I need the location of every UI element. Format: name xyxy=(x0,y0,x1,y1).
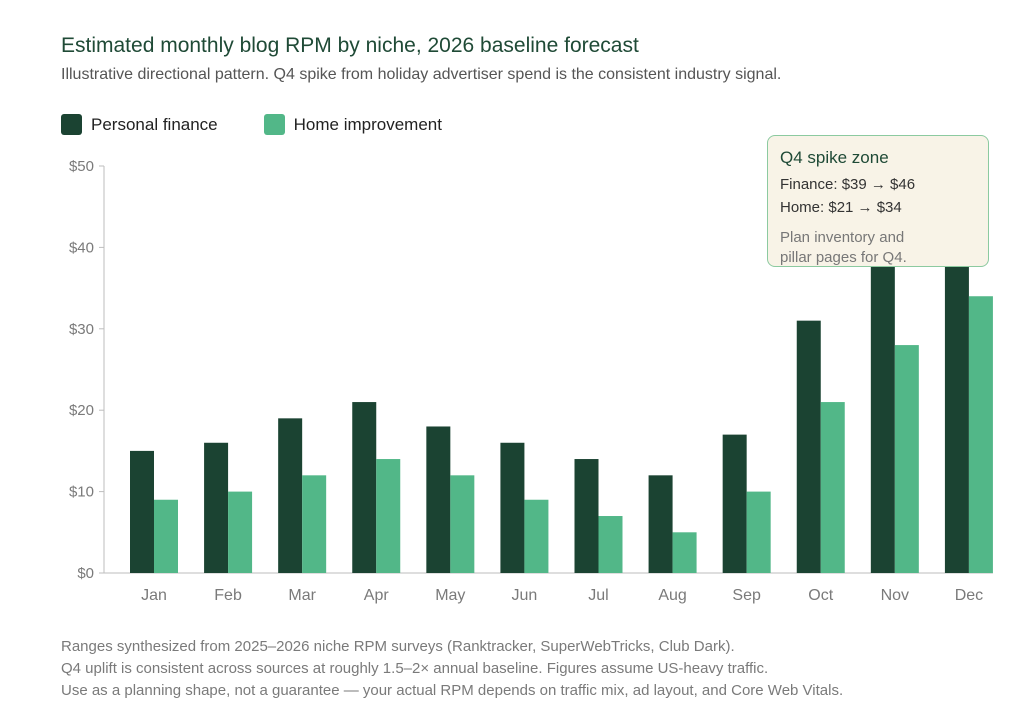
q4-callout: Q4 spike zone Finance: $39 → $46 Home: $… xyxy=(767,135,989,267)
footnote-line-3: Use as a planning shape, not a guarantee… xyxy=(61,682,844,699)
bar-home-may xyxy=(450,475,475,573)
bar-finance-nov xyxy=(870,255,895,574)
bar-home-sep xyxy=(746,491,771,573)
x-tick-label: May xyxy=(435,587,465,604)
y-tick-label: $0 xyxy=(77,565,94,582)
legend-label-home: Home improvement xyxy=(293,114,442,134)
x-tick-label: Mar xyxy=(288,587,316,604)
bar-home-aug xyxy=(672,532,697,573)
chart-subtitle: Illustrative directional pattern. Q4 spi… xyxy=(61,66,782,83)
x-tick-label: Aug xyxy=(658,587,686,604)
bar-home-oct xyxy=(820,402,845,573)
bar-finance-feb xyxy=(204,442,229,573)
bar-finance-may xyxy=(426,426,451,573)
x-tick-label: Dec xyxy=(955,587,983,604)
x-tick-label: Jun xyxy=(512,587,538,604)
x-tick-label: Nov xyxy=(881,587,909,604)
bar-home-nov xyxy=(894,345,919,573)
callout-home-line: Home: $21 → $34 xyxy=(780,199,902,216)
y-tick-label: $30 xyxy=(69,321,94,338)
x-tick-label: Oct xyxy=(808,587,833,604)
bar-finance-aug xyxy=(648,475,673,573)
legend-label-finance: Personal finance xyxy=(91,114,218,134)
x-tick-label: Feb xyxy=(214,587,242,604)
callout-finance-line: Finance: $39 → $46 xyxy=(780,176,916,193)
callout-title: Q4 spike zone xyxy=(780,148,889,167)
x-tick-label: Apr xyxy=(364,587,390,604)
y-tick-label: $40 xyxy=(69,239,94,256)
bar-home-jan xyxy=(154,499,178,573)
legend-swatch-home xyxy=(263,114,285,135)
bar-finance-oct xyxy=(796,320,821,573)
legend: Personal finance Home improvement xyxy=(61,114,488,135)
bar-finance-jan xyxy=(130,450,154,573)
bar-home-mar xyxy=(302,475,327,573)
bar-home-dec xyxy=(968,296,993,573)
y-tick-label: $20 xyxy=(69,402,94,419)
bar-home-jul xyxy=(598,516,623,573)
bar-finance-jul xyxy=(574,459,599,573)
bar-finance-apr xyxy=(352,402,377,573)
x-tick-label: Sep xyxy=(732,587,761,604)
x-tick-label: Jul xyxy=(588,587,608,604)
bar-finance-mar xyxy=(278,418,303,573)
callout-note: Plan inventory and pillar pages for Q4. xyxy=(780,229,907,266)
legend-item-finance: Personal finance xyxy=(61,114,218,135)
legend-item-home: Home improvement xyxy=(263,114,442,135)
footnotes: Ranges synthesized from 2025–2026 niche … xyxy=(61,636,843,702)
y-tick-label: $50 xyxy=(69,158,94,175)
footnote-line-2: Q4 uplift is consistent across sources a… xyxy=(61,660,769,677)
bar-finance-sep xyxy=(722,434,747,573)
bar-home-apr xyxy=(376,459,401,573)
legend-swatch-finance xyxy=(61,114,82,135)
x-tick-label: Jan xyxy=(141,587,167,604)
chart-title: Estimated monthly blog RPM by niche, 202… xyxy=(61,34,639,57)
bar-finance-jun xyxy=(500,442,525,573)
bar-home-jun xyxy=(524,499,549,573)
y-tick-label: $10 xyxy=(69,484,94,501)
bar-home-feb xyxy=(228,491,253,573)
footnote-line-1: Ranges synthesized from 2025–2026 niche … xyxy=(61,638,735,655)
